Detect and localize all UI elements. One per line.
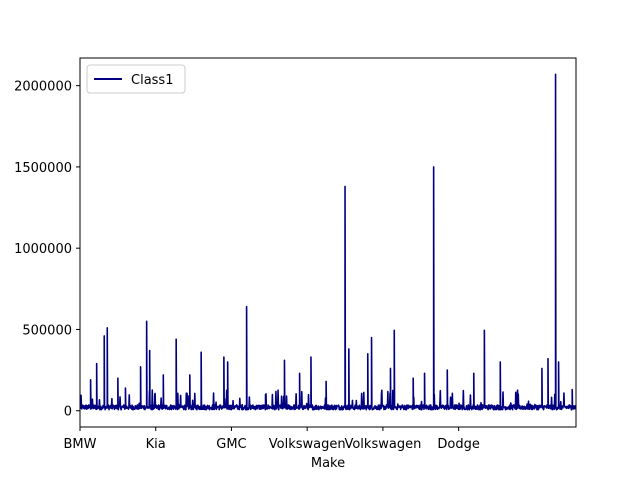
x-tick-label: Dodge (437, 437, 479, 452)
x-tick-label: Volkswagen (269, 437, 346, 452)
x-tick-label: Kia (146, 437, 166, 452)
y-tick-label: 500000 (22, 323, 72, 338)
y-tick-label: 1500000 (14, 161, 72, 176)
x-tick-label: GMC (216, 437, 246, 452)
series-line-class1 (80, 73, 576, 411)
plot-frame (79, 57, 577, 428)
legend-box (86, 64, 186, 94)
x-tick-label: BMW (64, 437, 97, 452)
y-axis: 0 500000 1000000 1500000 2000000 (14, 80, 80, 420)
legend-entry-label: Class1 (131, 73, 173, 88)
y-tick-label: 0 (64, 405, 72, 420)
y-tick-label: 1000000 (14, 242, 72, 257)
legend: Class1 (86, 64, 186, 94)
x-axis-label: Make (311, 456, 345, 471)
y-tick-label: 2000000 (14, 80, 72, 95)
x-tick-label: Volkswagen (344, 437, 421, 452)
